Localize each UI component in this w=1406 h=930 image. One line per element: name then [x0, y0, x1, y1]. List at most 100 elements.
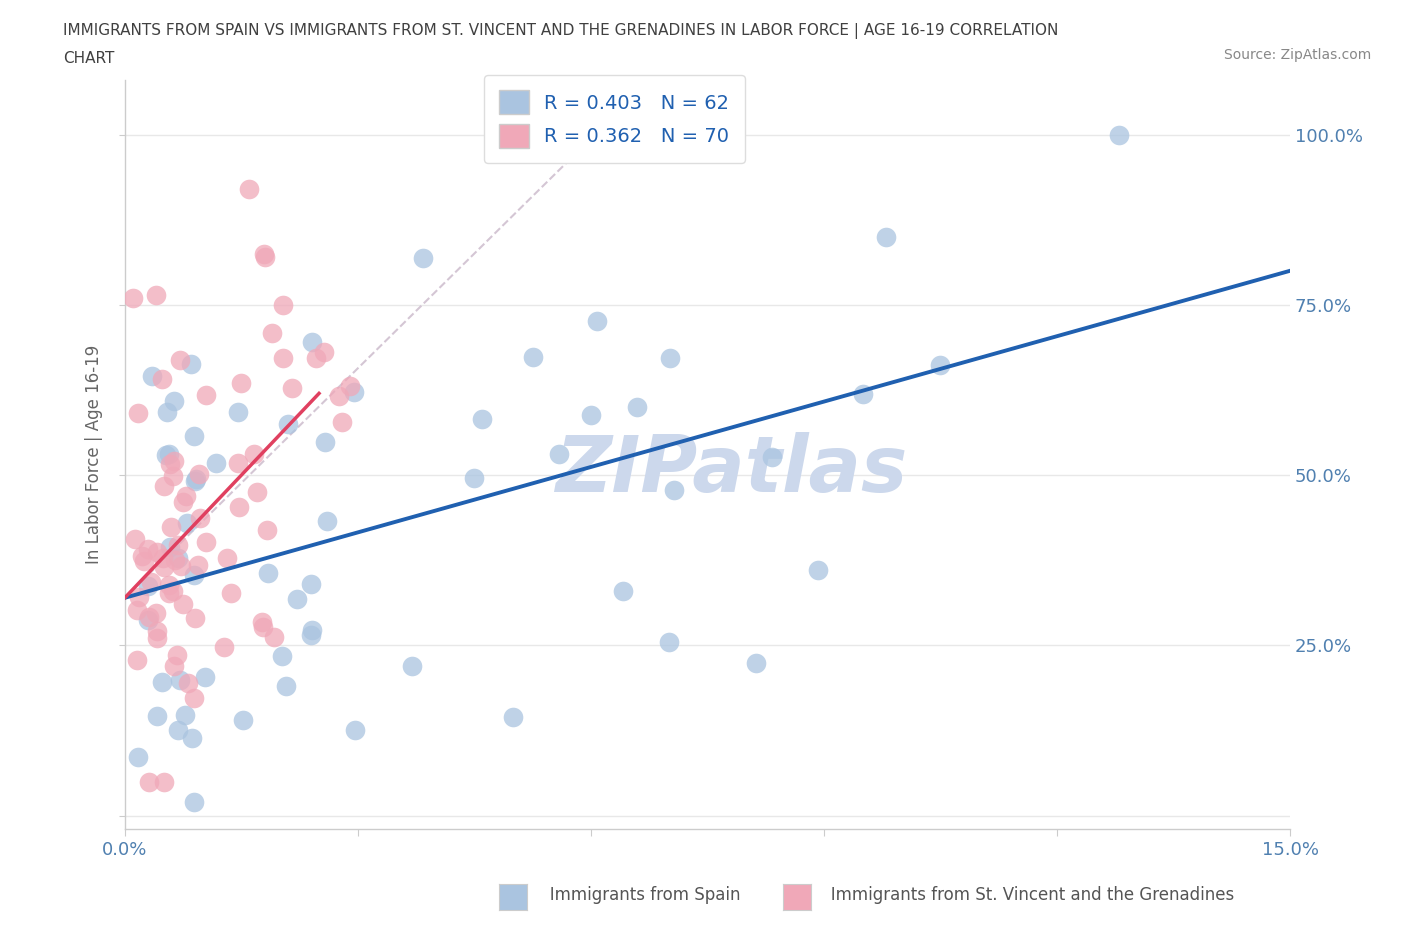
- Point: [153, 478, 176, 493]
- Point: [215, 551, 238, 565]
- Point: [128, 590, 150, 604]
- Point: [188, 511, 211, 525]
- Legend: R = 0.403   N = 62, R = 0.362   N = 70: R = 0.403 N = 62, R = 0.362 N = 70: [484, 74, 745, 163]
- Point: [412, 250, 434, 265]
- Point: [304, 350, 326, 365]
- Point: [471, 411, 494, 426]
- Point: [159, 456, 181, 471]
- Point: [579, 407, 602, 422]
- Point: [183, 691, 205, 706]
- Point: [176, 676, 198, 691]
- Text: Source: ZipAtlas.com: Source: ZipAtlas.com: [1223, 48, 1371, 62]
- Point: [183, 567, 205, 582]
- Point: [761, 450, 783, 465]
- Point: [162, 583, 184, 598]
- Point: [263, 630, 285, 644]
- Point: [184, 472, 207, 486]
- Point: [170, 558, 193, 573]
- Point: [163, 454, 186, 469]
- Point: [929, 357, 952, 372]
- Point: [252, 619, 274, 634]
- Point: [260, 326, 283, 340]
- Point: [150, 674, 173, 689]
- Point: [807, 563, 830, 578]
- Point: [316, 513, 339, 528]
- Point: [124, 531, 146, 546]
- Point: [153, 560, 176, 575]
- Point: [1108, 127, 1130, 142]
- Point: [301, 334, 323, 349]
- Point: [188, 467, 211, 482]
- Point: [157, 578, 180, 592]
- Point: [157, 447, 180, 462]
- Point: [141, 369, 163, 384]
- Point: [172, 495, 194, 510]
- Point: [172, 596, 194, 611]
- Point: [146, 709, 169, 724]
- Point: [131, 548, 153, 563]
- Point: [176, 515, 198, 530]
- Point: [150, 372, 173, 387]
- Text: CHART: CHART: [63, 51, 115, 66]
- Point: [212, 640, 235, 655]
- Point: [166, 648, 188, 663]
- Point: [152, 551, 174, 565]
- Point: [299, 577, 322, 591]
- Point: [152, 775, 174, 790]
- Point: [271, 649, 294, 664]
- Point: [183, 610, 205, 625]
- Point: [160, 520, 183, 535]
- Point: [187, 557, 209, 572]
- Y-axis label: In Labor Force | Age 16-19: In Labor Force | Age 16-19: [86, 345, 103, 565]
- Point: [344, 723, 367, 737]
- Point: [401, 658, 423, 673]
- Point: [184, 473, 207, 488]
- Point: [231, 376, 253, 391]
- Point: [252, 246, 274, 261]
- Text: ZIPatlas: ZIPatlas: [554, 432, 907, 508]
- Point: [136, 541, 159, 556]
- Point: [658, 350, 681, 365]
- Point: [167, 551, 190, 565]
- Text: Immigrants from St. Vincent and the Grenadines: Immigrants from St. Vincent and the Gren…: [815, 886, 1234, 904]
- Point: [159, 539, 181, 554]
- Point: [173, 708, 195, 723]
- Point: [194, 670, 217, 684]
- Point: [585, 313, 607, 328]
- Point: [145, 287, 167, 302]
- Point: [243, 446, 266, 461]
- Point: [136, 578, 159, 593]
- Point: [174, 488, 197, 503]
- Point: [157, 586, 180, 601]
- Point: [228, 499, 250, 514]
- Point: [522, 350, 544, 365]
- Point: [183, 795, 205, 810]
- Point: [256, 523, 278, 538]
- Point: [146, 623, 169, 638]
- Point: [162, 659, 184, 674]
- Text: IMMIGRANTS FROM SPAIN VS IMMIGRANTS FROM ST. VINCENT AND THE GRENADINES IN LABOR: IMMIGRANTS FROM SPAIN VS IMMIGRANTS FROM…: [63, 23, 1059, 39]
- Point: [167, 538, 190, 552]
- Point: [162, 468, 184, 483]
- Point: [636, 126, 658, 140]
- Point: [314, 345, 336, 360]
- Point: [169, 352, 191, 367]
- Point: [852, 386, 875, 401]
- Point: [205, 456, 228, 471]
- Point: [332, 415, 354, 430]
- Point: [138, 609, 160, 624]
- Point: [167, 723, 190, 737]
- Point: [658, 634, 681, 649]
- Point: [181, 730, 204, 745]
- Point: [252, 614, 274, 629]
- Point: [183, 429, 205, 444]
- Point: [256, 565, 278, 580]
- Point: [285, 591, 308, 606]
- Point: [280, 380, 302, 395]
- Point: [463, 471, 485, 485]
- Point: [136, 613, 159, 628]
- Point: [328, 389, 350, 404]
- Point: [339, 379, 361, 393]
- Point: [125, 653, 148, 668]
- Point: [132, 553, 155, 568]
